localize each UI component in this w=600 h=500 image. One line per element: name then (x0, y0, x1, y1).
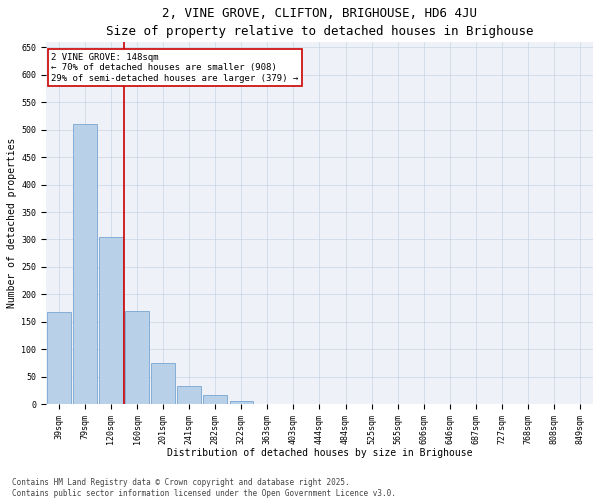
X-axis label: Distribution of detached houses by size in Brighouse: Distribution of detached houses by size … (167, 448, 472, 458)
Bar (203, 395, 227, 404)
Text: 2 VINE GROVE: 148sqm
← 70% of detached houses are smaller (908)
29% of semi-deta: 2 VINE GROVE: 148sqm ← 70% of detached h… (52, 53, 299, 82)
Bar (73, 124, 97, 404)
Bar (47, 312, 71, 404)
Bar (230, 402, 253, 404)
Y-axis label: Number of detached properties: Number of detached properties (7, 138, 17, 308)
Bar (99, 237, 123, 404)
Bar (151, 363, 175, 404)
Title: 2, VINE GROVE, CLIFTON, BRIGHOUSE, HD6 4JU
Size of property relative to detached: 2, VINE GROVE, CLIFTON, BRIGHOUSE, HD6 4… (106, 7, 533, 38)
Bar (125, 311, 149, 404)
Bar (178, 386, 201, 404)
Text: Contains HM Land Registry data © Crown copyright and database right 2025.
Contai: Contains HM Land Registry data © Crown c… (12, 478, 396, 498)
